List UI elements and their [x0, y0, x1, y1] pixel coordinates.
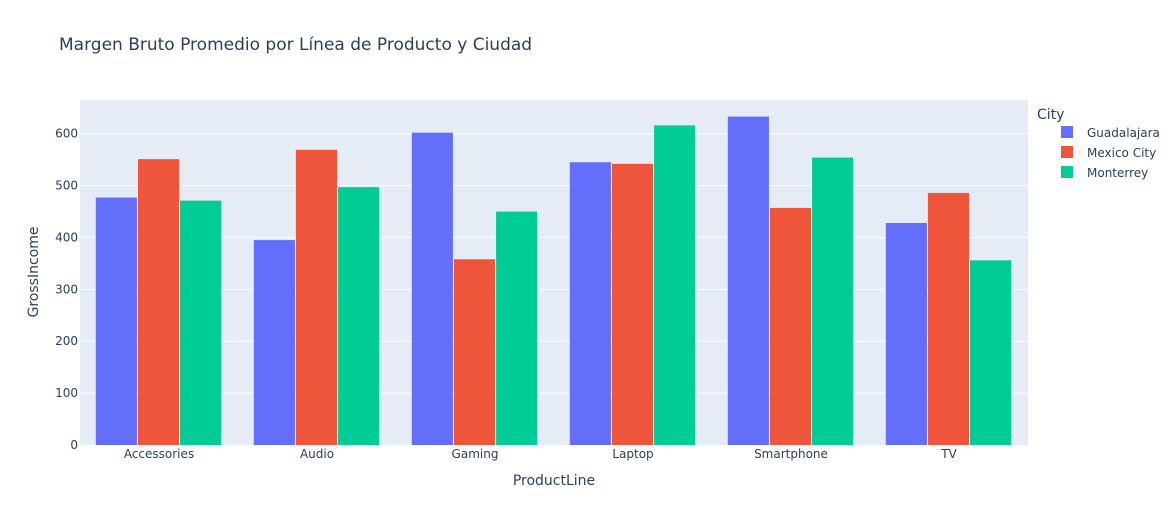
bar-guadalajara-smartphone [727, 116, 769, 445]
x-tick-label: Gaming [452, 447, 499, 461]
chart-title: Margen Bruto Promedio por Línea de Produ… [59, 35, 532, 55]
y-tick-label: 0 [70, 438, 78, 452]
legend: City Guadalajara Mexico City Monterrey [1037, 107, 1160, 180]
bar-guadalajara-gaming [411, 132, 453, 445]
bar-guadalajara-laptop [569, 162, 611, 445]
legend-swatch [1061, 166, 1073, 178]
legend-swatch [1061, 146, 1073, 158]
x-tick-label: Audio [300, 447, 334, 461]
y-tick-label: 100 [55, 386, 78, 400]
bar-monterrey-laptop [654, 125, 696, 445]
bar-guadalajara-accessories [95, 197, 137, 445]
bar-guadalajara-tv [885, 222, 927, 445]
legend-item-label: Monterrey [1087, 166, 1148, 180]
legend-item-label: Guadalajara [1087, 126, 1160, 140]
legend-item-label: Mexico City [1087, 146, 1156, 160]
y-tick-label: 500 [55, 179, 78, 193]
bar-guadalajara-audio [253, 240, 295, 445]
x-tick-label: TV [940, 447, 957, 461]
gridlines [80, 133, 1028, 394]
bar-mexico-city-smartphone [769, 207, 812, 445]
bar-mexico-city-tv [927, 192, 970, 445]
bar-mexico-city-audio [295, 149, 338, 445]
y-axis-title: GrossIncome [26, 227, 42, 318]
x-tick-label: Smartphone [754, 447, 828, 461]
y-tick-label: 600 [55, 127, 78, 141]
x-tick-labels: Accessories Audio Gaming Laptop Smartphone TV [124, 447, 958, 461]
bar-monterrey-gaming [496, 211, 538, 445]
bar-monterrey-smartphone [812, 157, 854, 445]
bar-monterrey-accessories [180, 200, 222, 445]
bar-mexico-city-laptop [611, 163, 654, 446]
bar-mexico-city-gaming [453, 259, 496, 445]
plot-area [80, 100, 1028, 445]
x-tick-label: Accessories [124, 447, 194, 461]
y-tick-label: 200 [55, 334, 78, 348]
bar-monterrey-audio [338, 187, 380, 445]
bar-monterrey-tv [970, 260, 1012, 445]
y-tick-label: 400 [55, 230, 78, 244]
legend-swatch [1061, 126, 1073, 138]
bar-mexico-city-accessories [137, 159, 180, 445]
legend-title: City [1037, 107, 1064, 123]
y-tick-labels: 0 100 200 300 400 500 600 [55, 127, 78, 452]
x-tick-label: Laptop [612, 447, 653, 461]
bars [95, 116, 1012, 446]
x-axis-title: ProductLine [513, 473, 595, 489]
y-tick-label: 300 [55, 282, 78, 296]
